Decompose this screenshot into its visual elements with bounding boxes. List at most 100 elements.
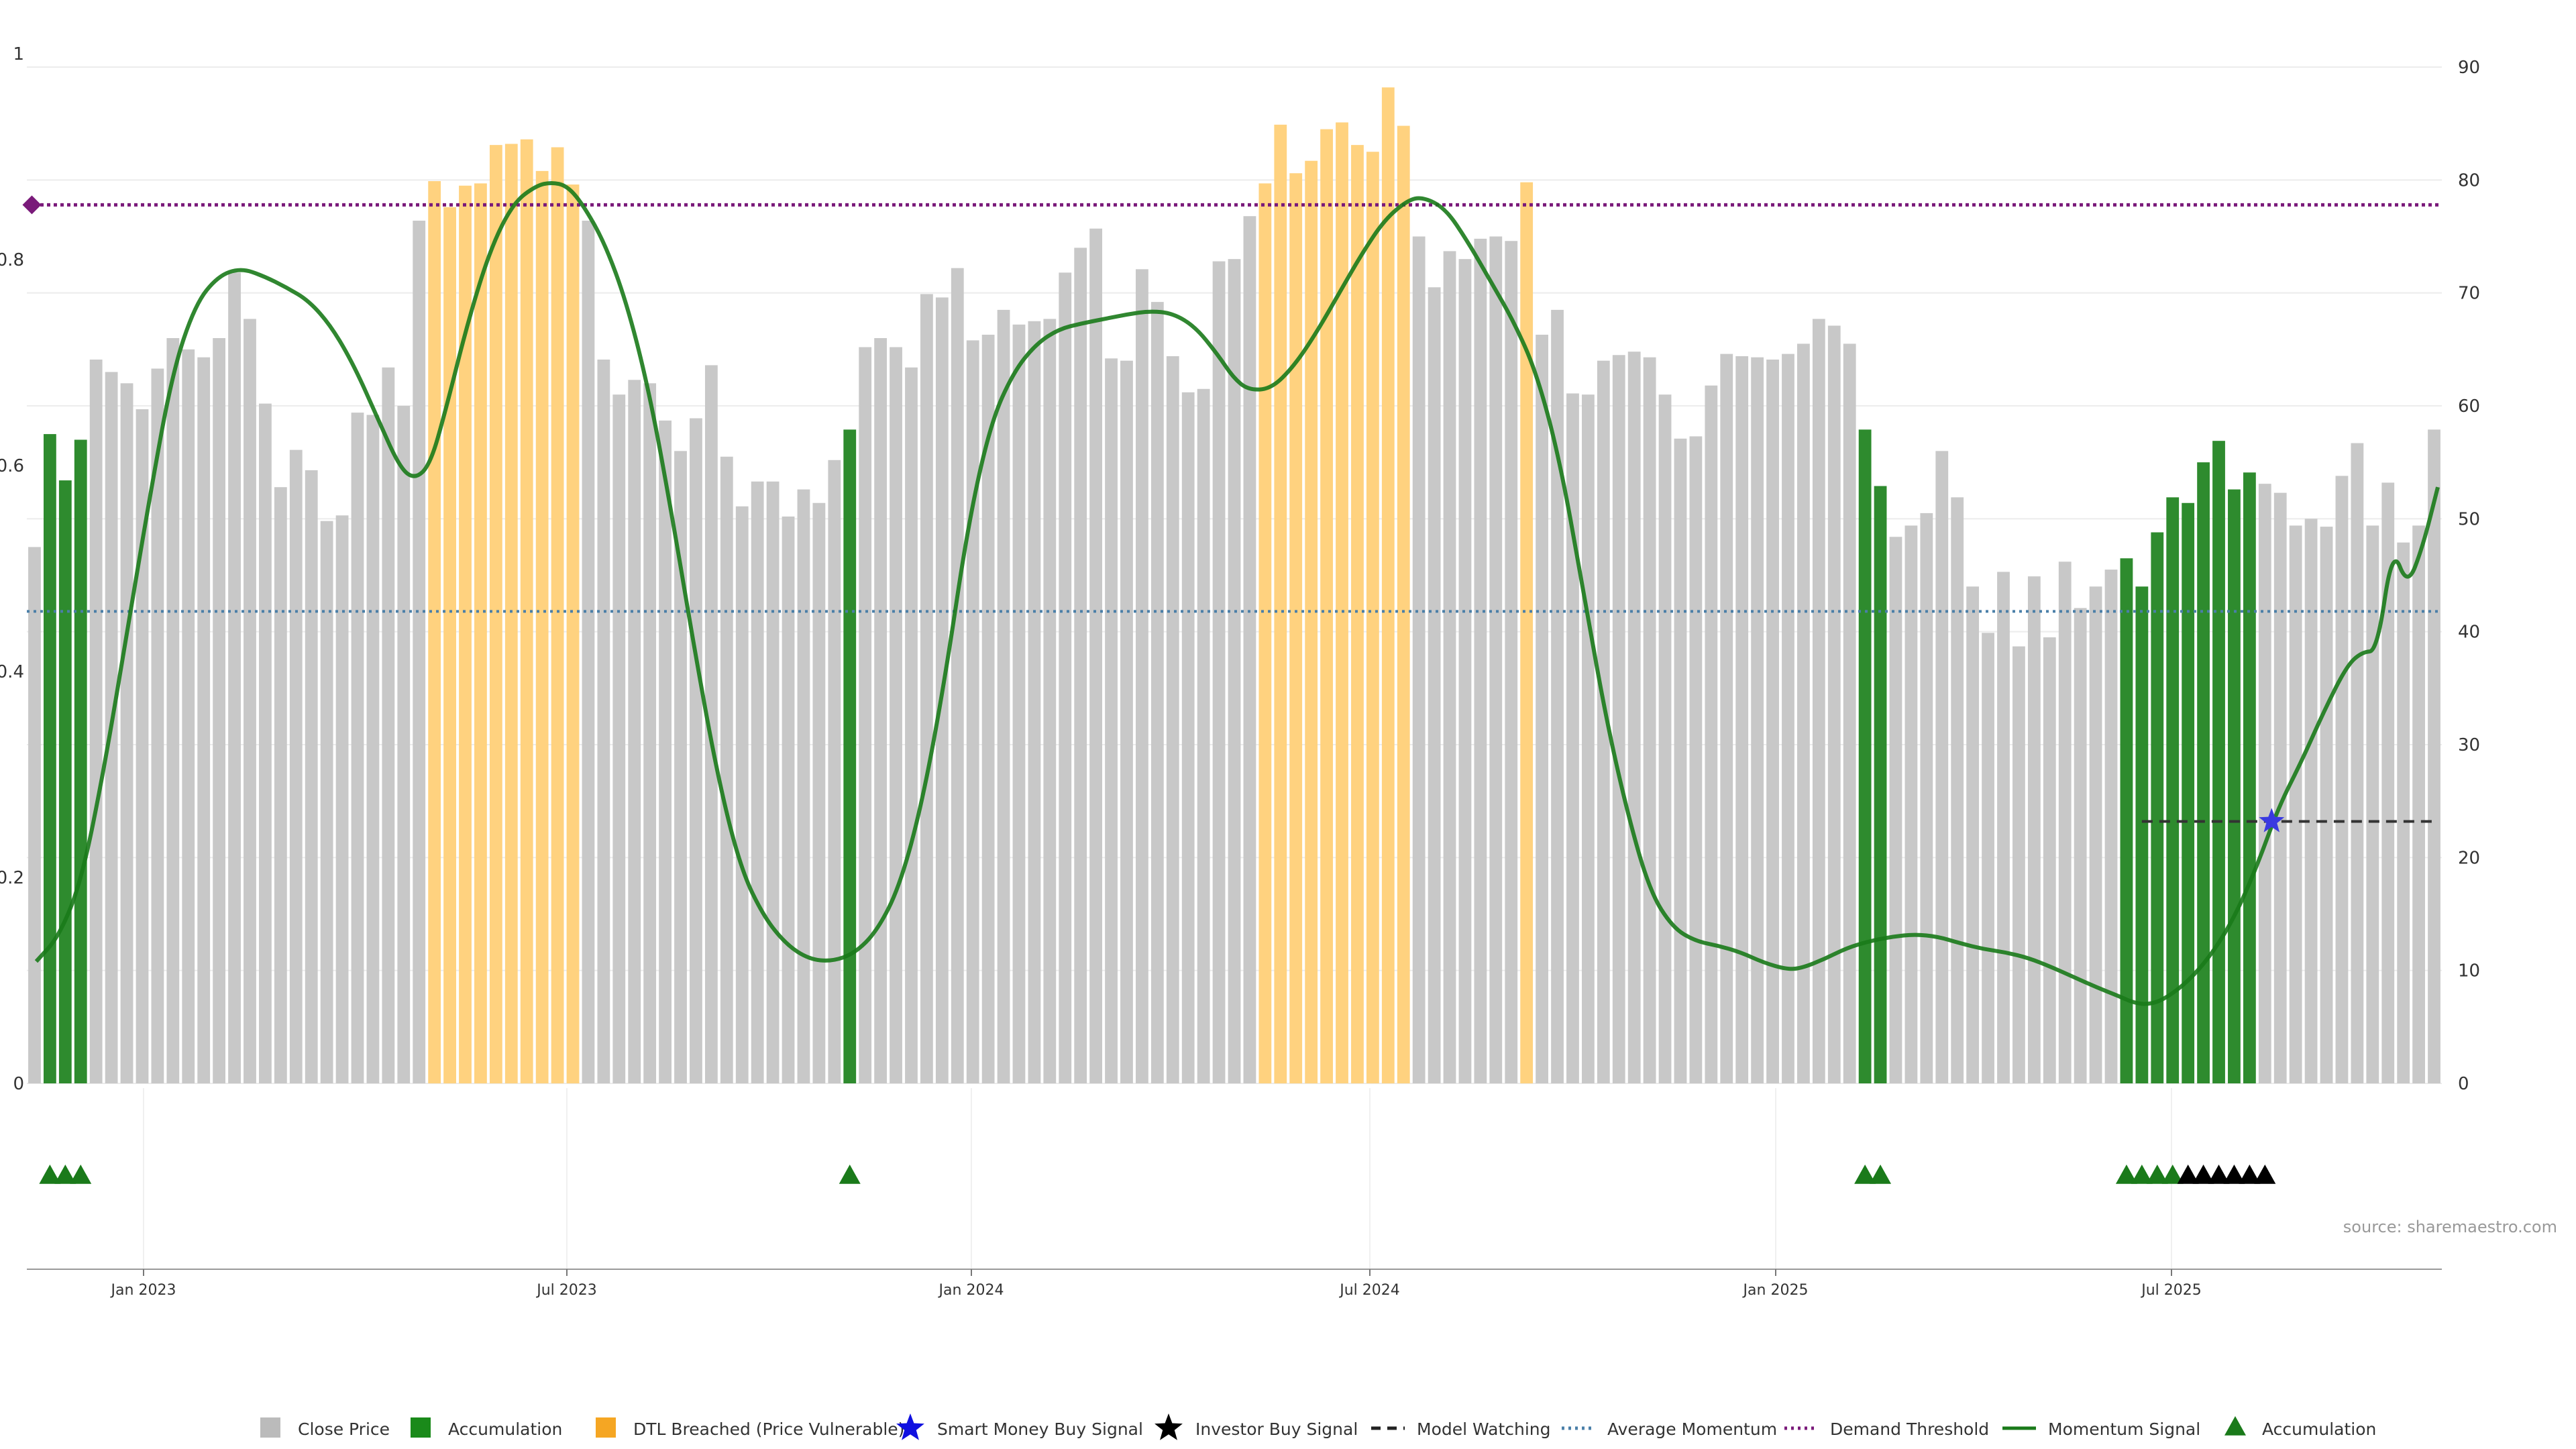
legend-item: Model Watching bbox=[1371, 1419, 1551, 1439]
bar bbox=[1997, 572, 2010, 1083]
bar bbox=[58, 480, 72, 1083]
bar bbox=[2428, 429, 2440, 1083]
bar bbox=[2412, 525, 2426, 1083]
bar bbox=[1766, 359, 1779, 1083]
legend-label: Close Price bbox=[298, 1419, 390, 1439]
right-axis-tick-label: 0 bbox=[2458, 1074, 2469, 1094]
bar bbox=[136, 409, 149, 1083]
bar bbox=[489, 145, 502, 1083]
bar bbox=[351, 413, 364, 1083]
bar bbox=[1351, 145, 1364, 1083]
bar bbox=[720, 456, 733, 1083]
accumulation-marker bbox=[2161, 1165, 2184, 1184]
legend-label: Investor Buy Signal bbox=[1195, 1419, 1358, 1439]
bar bbox=[213, 338, 226, 1083]
right-axis-tick-label: 50 bbox=[2458, 509, 2480, 529]
x-axis-tick-label: Jan 2023 bbox=[110, 1282, 176, 1299]
bar bbox=[1520, 182, 1534, 1084]
bar bbox=[197, 357, 211, 1083]
right-axis-tick-label: 30 bbox=[2458, 735, 2480, 755]
bar bbox=[1289, 173, 1303, 1083]
right-axis-tick-label: 80 bbox=[2458, 170, 2480, 191]
bar bbox=[2258, 484, 2271, 1083]
bar-series bbox=[28, 87, 2440, 1084]
legend-label: DTL Breached (Price Vulnerable) bbox=[633, 1419, 904, 1439]
bar bbox=[335, 515, 349, 1083]
legend-swatch bbox=[411, 1417, 431, 1438]
bar bbox=[1982, 633, 1994, 1083]
legend-item: Investor Buy Signal bbox=[1155, 1413, 1358, 1440]
bar bbox=[1043, 319, 1057, 1084]
bar bbox=[1643, 357, 1656, 1083]
right-axis-tick-label: 70 bbox=[2458, 284, 2480, 304]
bar bbox=[566, 184, 580, 1084]
bar bbox=[1812, 319, 1825, 1084]
bar bbox=[1536, 334, 1548, 1084]
bar bbox=[2182, 502, 2195, 1083]
bar bbox=[1243, 216, 1256, 1084]
bar bbox=[582, 220, 595, 1083]
source-label: source: sharemaestro.com bbox=[2343, 1218, 2557, 1236]
bar bbox=[1012, 324, 1026, 1083]
bar bbox=[504, 144, 518, 1083]
bar bbox=[1320, 129, 1333, 1083]
bar bbox=[1274, 124, 1287, 1084]
bar bbox=[1782, 354, 1794, 1083]
bar bbox=[1843, 343, 1856, 1083]
bar bbox=[1797, 343, 1810, 1083]
x-axis-tick-label: Jan 2024 bbox=[938, 1282, 1004, 1299]
bar bbox=[1074, 248, 1087, 1083]
bar bbox=[1474, 238, 1487, 1083]
bar bbox=[812, 502, 826, 1083]
x-axis-tick-label: Jul 2025 bbox=[2140, 1282, 2202, 1299]
bar bbox=[382, 367, 395, 1084]
legend-label: Demand Threshold bbox=[1830, 1419, 1989, 1439]
investor-buy-marker bbox=[2239, 1165, 2261, 1184]
bar bbox=[2381, 482, 2395, 1083]
bar bbox=[2166, 497, 2180, 1083]
bar bbox=[1458, 259, 1472, 1084]
bar bbox=[1889, 537, 1902, 1083]
bar bbox=[166, 338, 180, 1083]
bar bbox=[2397, 542, 2410, 1083]
bar bbox=[1627, 352, 1641, 1084]
bar bbox=[890, 347, 902, 1083]
bar bbox=[966, 340, 979, 1083]
bar bbox=[1858, 429, 1872, 1083]
bar bbox=[151, 368, 164, 1084]
bar bbox=[428, 181, 441, 1084]
bar bbox=[2104, 570, 2118, 1083]
bar bbox=[274, 487, 287, 1083]
bar bbox=[828, 460, 841, 1083]
bar bbox=[1412, 236, 1426, 1083]
momentum-signal-line bbox=[34, 180, 2440, 1006]
bar bbox=[782, 516, 795, 1083]
bar bbox=[1489, 236, 1503, 1083]
bar bbox=[28, 547, 41, 1083]
legend-label: Accumulation bbox=[2262, 1419, 2376, 1439]
bar bbox=[1966, 586, 1980, 1083]
bar bbox=[1674, 438, 1687, 1083]
bar bbox=[1581, 394, 1595, 1083]
bar bbox=[366, 415, 380, 1083]
left-axis-tick-label: 0.2 bbox=[0, 868, 24, 888]
bar bbox=[2212, 441, 2225, 1083]
bar bbox=[535, 170, 549, 1083]
bar bbox=[2289, 525, 2302, 1083]
bar bbox=[1689, 436, 1703, 1083]
accumulation-marker bbox=[2146, 1165, 2168, 1184]
bar bbox=[74, 439, 87, 1083]
bar bbox=[43, 434, 56, 1083]
bar bbox=[305, 470, 318, 1083]
bar bbox=[2074, 608, 2087, 1083]
accumulation-marker bbox=[839, 1165, 861, 1184]
right-axis-tick-label: 20 bbox=[2458, 848, 2480, 868]
bar bbox=[1827, 325, 1841, 1083]
bar bbox=[1197, 388, 1210, 1083]
bar bbox=[1612, 355, 1625, 1083]
smart-money-buy-signal-star bbox=[2259, 808, 2285, 833]
bar bbox=[751, 481, 764, 1083]
bar bbox=[1258, 183, 1272, 1084]
left-axis-tick-label: 1 bbox=[13, 44, 24, 64]
